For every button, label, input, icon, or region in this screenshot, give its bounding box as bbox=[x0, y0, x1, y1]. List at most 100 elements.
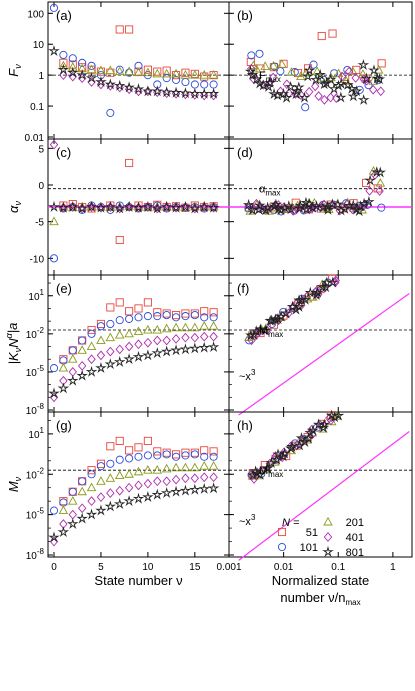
data-point-201 bbox=[286, 67, 297, 76]
data-point-801 bbox=[311, 286, 324, 298]
data-point-801 bbox=[179, 87, 192, 99]
data-point-801 bbox=[179, 484, 192, 496]
x-tick-label: 0.1 bbox=[331, 562, 345, 573]
data-point-801 bbox=[85, 72, 98, 84]
data-point-51 bbox=[125, 446, 134, 455]
data-point-201 bbox=[105, 65, 116, 75]
data-point-801 bbox=[275, 204, 287, 216]
data-point-401 bbox=[362, 75, 371, 86]
data-point-801 bbox=[179, 200, 192, 212]
data-point-801 bbox=[262, 462, 274, 474]
panel-label-left: (c) bbox=[56, 145, 71, 160]
data-point-101 bbox=[247, 51, 256, 60]
legend-label-401: 401 bbox=[346, 532, 364, 544]
data-point-801 bbox=[242, 198, 255, 210]
panel-label-left: (a) bbox=[56, 8, 72, 23]
data-point-801 bbox=[280, 307, 292, 319]
data-point-201 bbox=[375, 178, 386, 187]
data-point-101 bbox=[309, 60, 318, 69]
data-point-801 bbox=[142, 85, 154, 97]
data-point-101 bbox=[143, 451, 152, 460]
y-tick-label: 10-2 bbox=[26, 466, 45, 481]
data-point-101 bbox=[96, 462, 105, 471]
data-point-801 bbox=[123, 495, 135, 507]
data-point-101 bbox=[78, 477, 87, 486]
data-point-401 bbox=[308, 202, 317, 212]
data-point-201 bbox=[77, 486, 87, 496]
data-point-401 bbox=[332, 93, 341, 104]
data-point-801 bbox=[264, 76, 276, 88]
data-point-51 bbox=[87, 325, 96, 335]
data-point-51 bbox=[172, 311, 181, 320]
x-tick-label: 0.01 bbox=[274, 562, 294, 573]
data-point-801 bbox=[284, 80, 297, 92]
data-point-101 bbox=[106, 108, 115, 117]
data-point-801 bbox=[306, 201, 319, 213]
data-point-401 bbox=[282, 79, 292, 90]
data-point-801 bbox=[293, 300, 305, 312]
data-point-101 bbox=[209, 452, 218, 461]
data-point-201 bbox=[171, 68, 181, 78]
data-point-51 bbox=[87, 466, 96, 475]
data-point-401 bbox=[200, 472, 209, 483]
panel-label-right: (d) bbox=[237, 145, 253, 160]
data-point-801 bbox=[254, 468, 266, 480]
data-point-101 bbox=[301, 103, 310, 112]
data-point-401 bbox=[365, 185, 374, 196]
data-point-101 bbox=[49, 254, 59, 263]
data-point-801 bbox=[113, 355, 126, 367]
data-point-101 bbox=[96, 322, 105, 331]
data-point-401 bbox=[320, 94, 329, 105]
data-point-51 bbox=[181, 68, 190, 77]
data-point-401 bbox=[143, 478, 153, 489]
data-point-801 bbox=[310, 73, 322, 85]
data-point-401 bbox=[247, 63, 256, 74]
data-point-801 bbox=[332, 409, 345, 421]
data-point-51 bbox=[153, 67, 162, 76]
data-point-801 bbox=[280, 91, 293, 103]
data-point-401 bbox=[190, 473, 200, 484]
data-point-801 bbox=[57, 63, 70, 75]
data-point-101 bbox=[134, 313, 143, 322]
panel-label-left: (e) bbox=[56, 281, 72, 296]
data-point-201 bbox=[143, 324, 153, 334]
data-point-801 bbox=[85, 200, 98, 212]
data-point-801 bbox=[373, 73, 386, 85]
data-point-201 bbox=[277, 59, 287, 68]
data-point-801 bbox=[278, 447, 291, 459]
data-point-201 bbox=[199, 70, 209, 79]
data-point-801 bbox=[317, 201, 329, 213]
data-point-401 bbox=[249, 74, 259, 85]
x-tick-label: 0.001 bbox=[216, 562, 241, 573]
data-point-101 bbox=[172, 75, 181, 84]
data-point-801 bbox=[57, 382, 70, 394]
data-point-401 bbox=[190, 332, 200, 343]
legend-marker-51 bbox=[277, 527, 287, 537]
data-point-801 bbox=[198, 87, 211, 99]
data-point-801 bbox=[368, 64, 380, 76]
data-point-401 bbox=[209, 472, 218, 483]
data-point-801 bbox=[261, 201, 274, 213]
data-point-101 bbox=[172, 313, 181, 322]
data-point-201 bbox=[180, 462, 191, 472]
data-point-801 bbox=[286, 440, 298, 452]
data-point-201 bbox=[260, 61, 270, 70]
y-tick-label: 10 bbox=[33, 40, 45, 51]
data-point-401 bbox=[96, 79, 106, 90]
data-point-801 bbox=[95, 201, 107, 213]
data-point-51 bbox=[143, 65, 152, 74]
data-point-201 bbox=[143, 465, 153, 474]
data-point-801 bbox=[123, 200, 135, 212]
data-point-201 bbox=[58, 60, 69, 70]
data-point-201 bbox=[105, 473, 116, 482]
data-point-101 bbox=[125, 454, 134, 463]
data-point-401 bbox=[279, 447, 289, 458]
reference-label: Mmax bbox=[259, 325, 283, 339]
y-tick-label: -5 bbox=[35, 218, 44, 229]
data-point-801 bbox=[132, 350, 145, 362]
y-tick-label: 0.1 bbox=[30, 102, 44, 113]
data-point-801 bbox=[307, 424, 319, 436]
data-point-801 bbox=[85, 365, 98, 377]
data-point-401 bbox=[181, 473, 190, 484]
data-point-51 bbox=[115, 235, 124, 245]
